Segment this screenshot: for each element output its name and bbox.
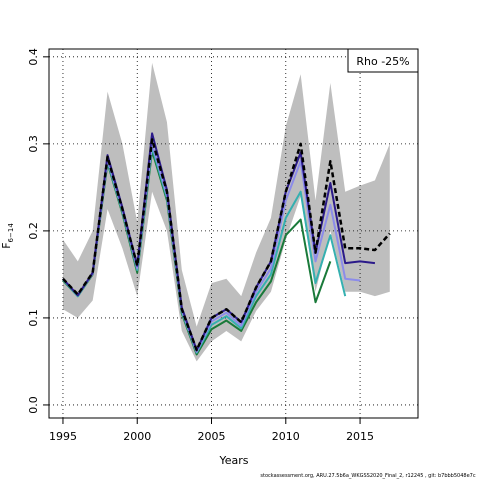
x-tick-label: 1995 (49, 430, 77, 443)
confidence-band (62, 62, 390, 362)
y-axis-label-main: F (0, 242, 13, 248)
y-tick-label: 0.1 (27, 309, 40, 327)
plot-frame (48, 48, 419, 419)
x-tick-label: 2005 (198, 430, 226, 443)
y-tick-label: 0.2 (27, 222, 40, 240)
series-line (62, 138, 391, 352)
y-tick-label: 0.4 (27, 48, 40, 66)
x-axis-label: Years (218, 454, 248, 467)
y-tick-label: 0.0 (27, 396, 40, 414)
y-axis-label-sub: 6−14 (7, 223, 15, 243)
x-tick-label: 2000 (123, 430, 151, 443)
annotation: Rho -25% (356, 55, 409, 68)
x-tick-label: 2015 (346, 430, 374, 443)
y-tick-label: 0.3 (27, 135, 40, 153)
x-tick-label: 2010 (272, 430, 300, 443)
footer: stockassessment.org, ARU.27.5b6a_WKGSS20… (260, 473, 475, 479)
legend-box (347, 48, 419, 73)
y-axis-label: F6−14 (0, 223, 15, 249)
